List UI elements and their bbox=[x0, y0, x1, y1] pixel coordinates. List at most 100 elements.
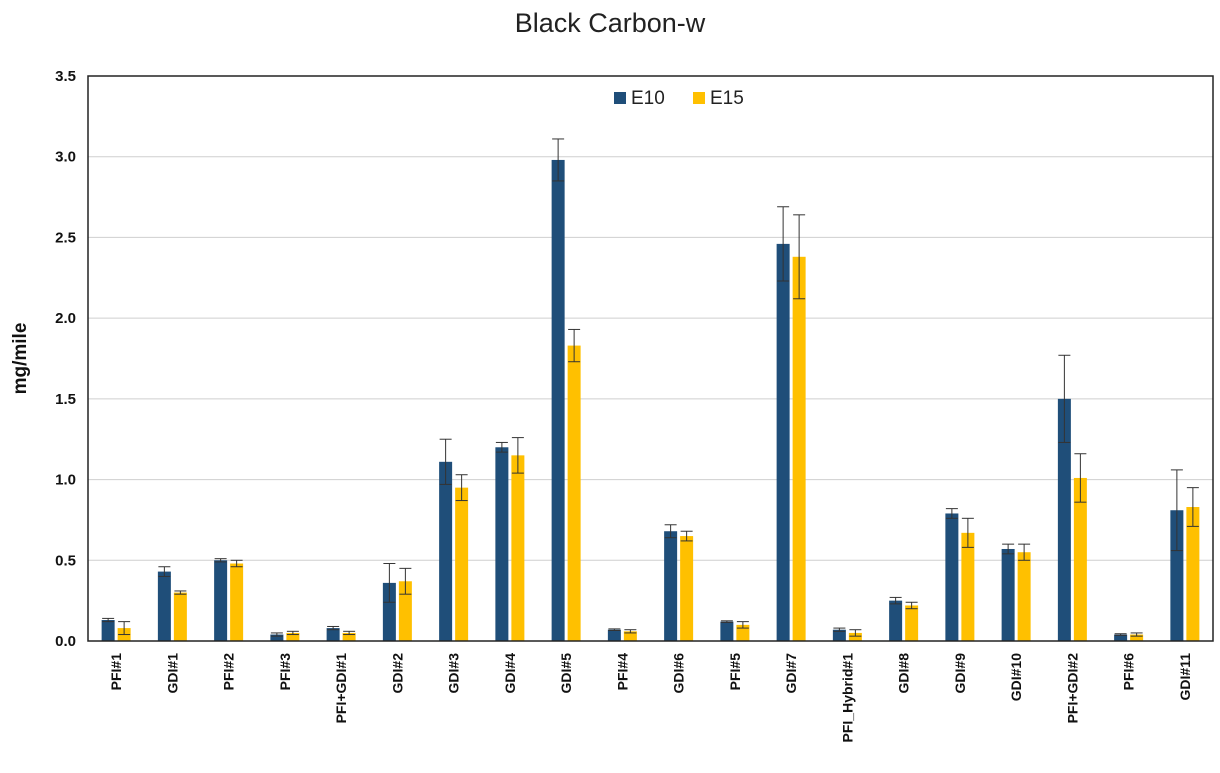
error-bar-e10 bbox=[945, 508, 958, 519]
x-tick-label: GDI#10 bbox=[1008, 653, 1024, 701]
bar-e15 bbox=[342, 632, 356, 641]
bar-e10 bbox=[1057, 398, 1071, 641]
bar-e10 bbox=[270, 634, 284, 641]
plot-frame bbox=[87, 75, 1214, 642]
legend-swatch-e10 bbox=[614, 92, 626, 104]
error-bar-e15 bbox=[961, 517, 974, 548]
error-bar-e15 bbox=[1130, 632, 1143, 637]
bar-e10 bbox=[889, 600, 903, 641]
bar-e10 bbox=[157, 571, 171, 641]
error-bar-e15 bbox=[343, 630, 356, 636]
x-tick-label: GDI#4 bbox=[502, 653, 518, 694]
error-bar-e15 bbox=[399, 567, 412, 595]
error-bar-e15 bbox=[286, 630, 299, 636]
bar-e10 bbox=[607, 629, 621, 641]
x-tick-label: PFI#5 bbox=[727, 653, 743, 691]
error-bar-e15 bbox=[1186, 487, 1199, 527]
error-bar-e15 bbox=[230, 559, 243, 568]
error-bar-e15 bbox=[1018, 543, 1031, 561]
bar-e10 bbox=[776, 243, 790, 641]
error-bar-e15 bbox=[624, 629, 637, 634]
y-axis-label: mg/mile bbox=[10, 323, 31, 395]
error-bar-e10 bbox=[214, 558, 227, 563]
error-bar-e10 bbox=[1114, 633, 1127, 636]
y-axis-ticks: 0.0 0.5 1.0 1.5 2.0 2.5 3.0 3.5 bbox=[55, 68, 76, 650]
bar-e15 bbox=[398, 581, 412, 641]
bar-e15 bbox=[848, 632, 862, 641]
x-tick-label: GDI#3 bbox=[446, 653, 462, 694]
x-tick-label: PFI+GDI#2 bbox=[1064, 653, 1080, 724]
error-bar-e10 bbox=[158, 566, 171, 577]
x-tick-label: GDI#5 bbox=[558, 653, 574, 694]
x-tick-label: GDI#2 bbox=[389, 653, 405, 694]
bar-e10 bbox=[1170, 510, 1184, 641]
bar-e10 bbox=[832, 629, 846, 641]
x-tick-label: GDI#11 bbox=[1177, 653, 1193, 701]
bar-e10 bbox=[1001, 548, 1015, 641]
x-tick-label: PFI+GDI#1 bbox=[333, 653, 349, 724]
error-bar-e10 bbox=[1058, 354, 1071, 443]
error-bar-e10 bbox=[102, 617, 115, 623]
error-bar-e10 bbox=[889, 596, 902, 605]
error-bar-e15 bbox=[1074, 453, 1087, 503]
x-axis-ticks: PFI#1 GDI#1 PFI#2 PFI#3 PFI+GDI#1 GDI#2 GDI#3 G… bbox=[108, 653, 1193, 743]
legend-label-e15: E15 bbox=[710, 88, 744, 109]
bar-e15 bbox=[286, 632, 300, 641]
error-bar-e15 bbox=[455, 474, 468, 502]
error-bar-e10 bbox=[495, 441, 508, 453]
bar-e15 bbox=[961, 532, 975, 641]
error-bar-e10 bbox=[608, 628, 621, 632]
y-tick-label: 3.5 bbox=[55, 68, 76, 85]
legend-label-e10: E10 bbox=[631, 88, 665, 109]
error-bar-e10 bbox=[720, 620, 733, 623]
error-bar-e15 bbox=[174, 590, 187, 595]
bar-e15 bbox=[680, 536, 694, 641]
error-bar-e15 bbox=[905, 601, 918, 610]
bar-e15 bbox=[1186, 507, 1200, 641]
bar-e10 bbox=[664, 531, 678, 641]
bars bbox=[101, 159, 1200, 641]
x-tick-label: GDI#7 bbox=[783, 653, 799, 694]
y-tick-label: 0.0 bbox=[55, 633, 76, 650]
error-bar-e15 bbox=[118, 621, 131, 636]
chart-title: Black Carbon-w bbox=[514, 8, 706, 38]
error-bars bbox=[102, 138, 1199, 637]
error-bar-e10 bbox=[833, 627, 846, 632]
bar-e10 bbox=[214, 560, 228, 641]
bar-e15 bbox=[1073, 477, 1087, 641]
bar-e10 bbox=[945, 513, 959, 641]
legend-swatch-e15 bbox=[693, 92, 705, 104]
x-tick-label: PFI#2 bbox=[221, 653, 237, 691]
error-bar-e10 bbox=[439, 438, 452, 485]
x-tick-label: GDI#6 bbox=[671, 653, 687, 694]
bar-e15 bbox=[511, 455, 525, 641]
x-tick-label: PFI#6 bbox=[1121, 653, 1137, 691]
error-bar-e10 bbox=[777, 206, 790, 282]
bar-e15 bbox=[230, 563, 244, 641]
legend: E10 E15 bbox=[614, 88, 744, 109]
y-tick-label: 1.0 bbox=[55, 472, 76, 489]
x-tick-label: PFI#4 bbox=[614, 653, 630, 691]
error-bar-e10 bbox=[552, 138, 565, 182]
bar-e10 bbox=[720, 621, 734, 641]
y-tick-label: 1.5 bbox=[55, 391, 76, 408]
bar-e15 bbox=[792, 256, 806, 641]
bar-e15 bbox=[1017, 552, 1031, 641]
bar-e10 bbox=[382, 582, 396, 641]
y-tick-label: 3.0 bbox=[55, 149, 76, 166]
error-bar-e15 bbox=[680, 530, 693, 542]
error-bar-e15 bbox=[568, 328, 581, 363]
bar-e10 bbox=[439, 461, 453, 641]
bar-e15 bbox=[736, 624, 750, 641]
bar-e10 bbox=[326, 628, 340, 641]
error-bar-e15 bbox=[511, 437, 524, 474]
bar-e15 bbox=[1130, 634, 1144, 641]
error-bar-e10 bbox=[383, 563, 396, 603]
error-bar-e10 bbox=[270, 632, 283, 637]
bar-e10 bbox=[495, 447, 509, 641]
bar-e15 bbox=[623, 631, 637, 641]
bar-e15 bbox=[455, 487, 469, 641]
y-tick-label: 0.5 bbox=[55, 552, 76, 569]
bar-e10 bbox=[101, 620, 115, 641]
